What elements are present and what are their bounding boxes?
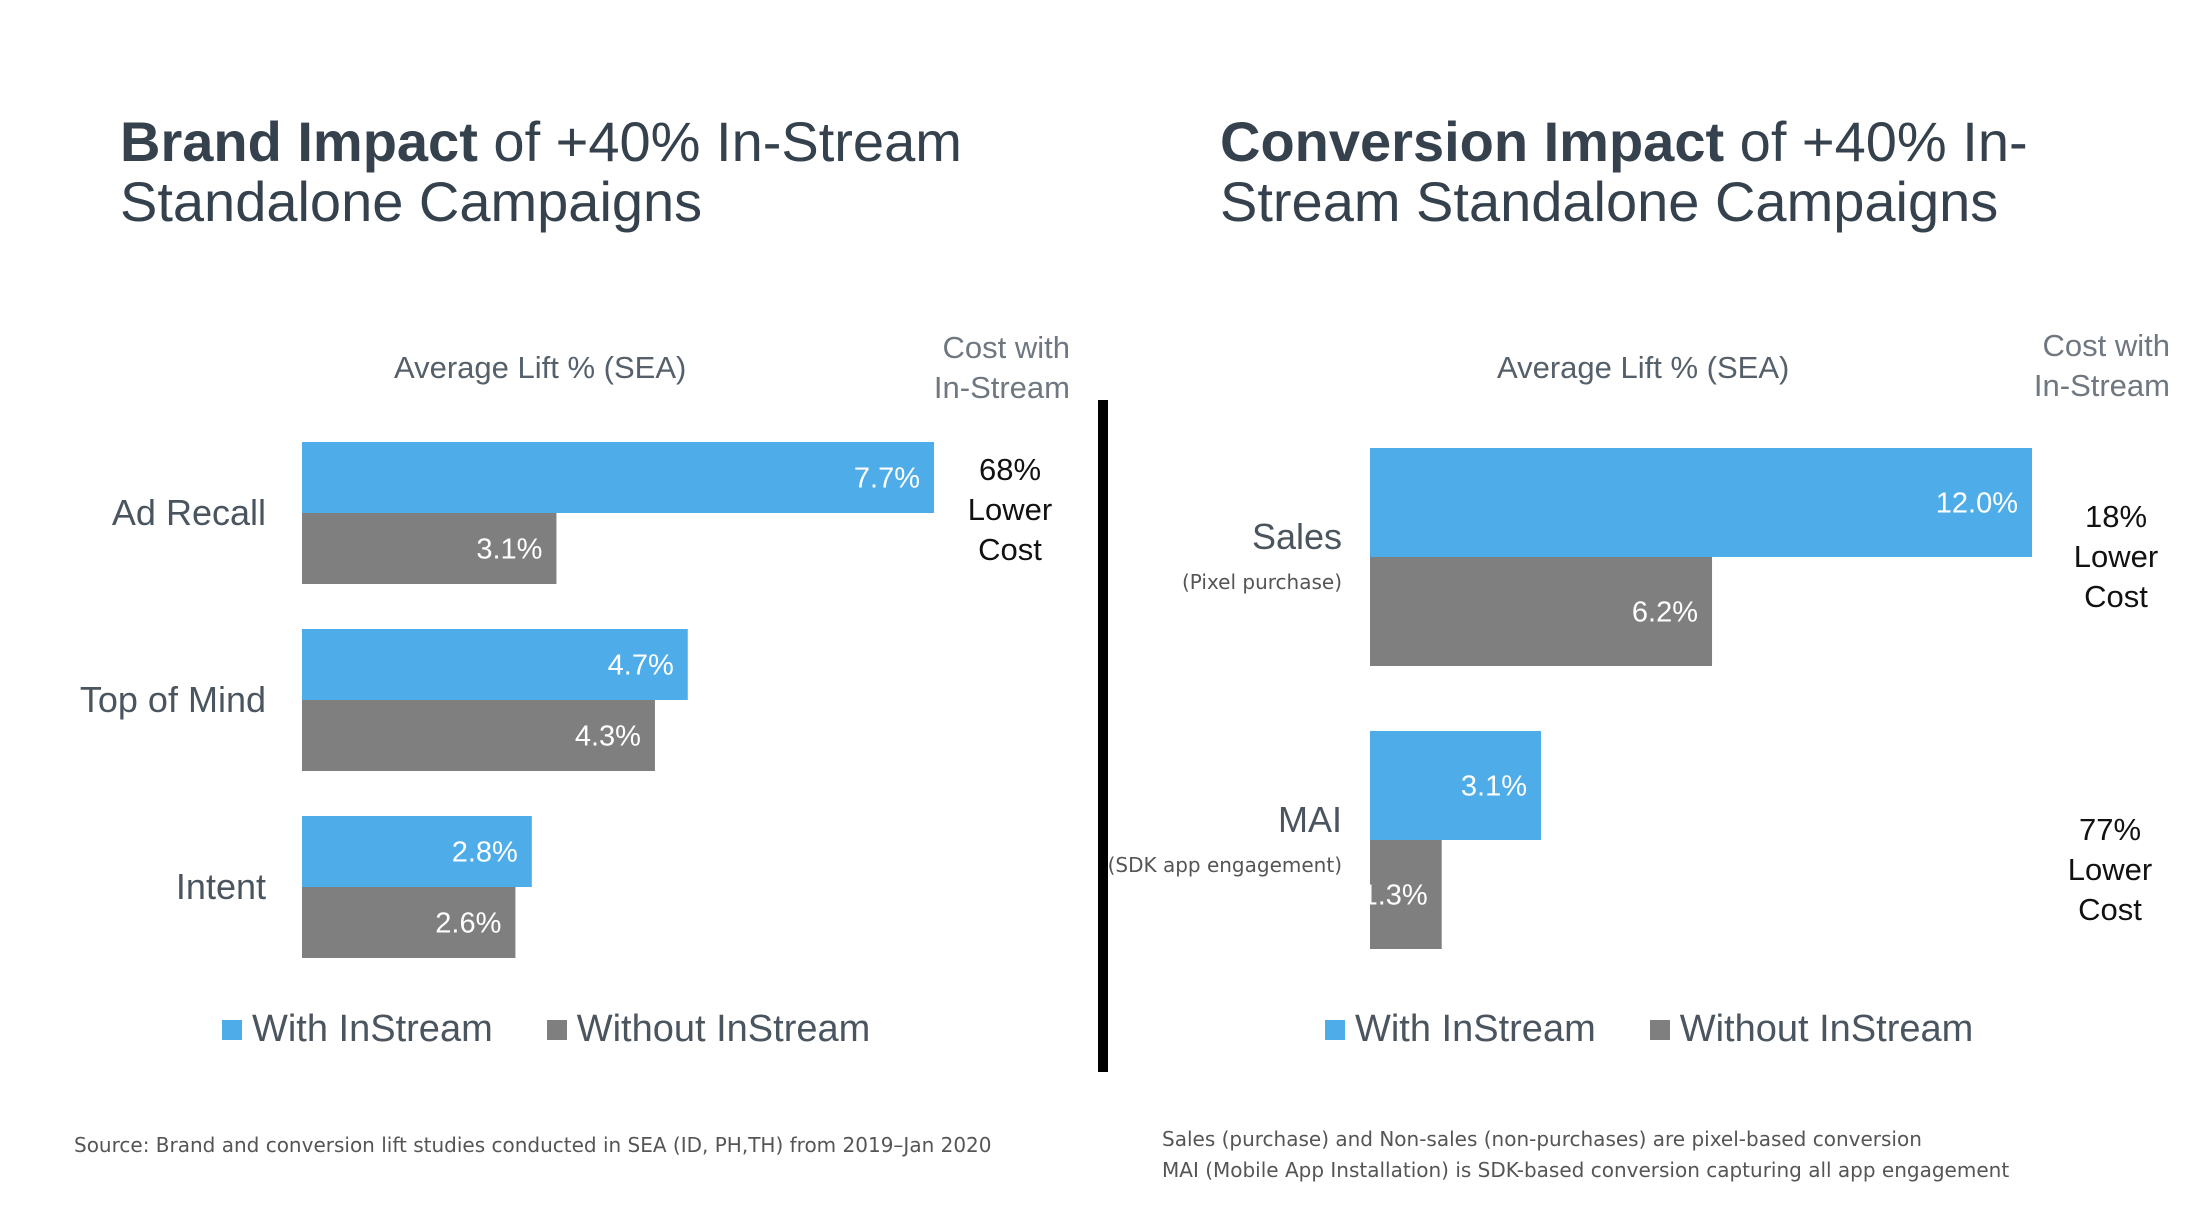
category-sublabel-sales: (Pixel purchase) [1182,570,1342,594]
data-label-with-instream-sales: 12.0% [1936,488,2018,520]
cost-value-line: 18% [2084,499,2148,534]
legend-label-with: With InStream [1355,1008,1596,1050]
bar-with-instream-sales [1370,448,2032,557]
brand-impact-title: Brand Impact of +40% In-Stream Standalon… [120,112,1020,232]
category-label-intent: Intent [176,866,266,907]
data-label-without-instream-sales: 6.2% [1632,597,1698,629]
cost-value-line: Cost [2078,892,2142,927]
conversion-cost-value-mai: 77% Lower Cost [2030,810,2190,930]
brand-title-rest: of +40% In-Stream Standalone Campaigns [120,110,962,233]
footnote-line: MAI (Mobile App Installation) is SDK-bas… [1162,1158,2010,1182]
data-label-without-instream-mai: 1.3% [1362,880,1428,912]
legend-item-with: With InStream [222,1008,493,1051]
bar-with-instream-intent [302,816,532,887]
brand-cost-value-ad-recall: 68% Lower Cost [930,450,1090,570]
legend-swatch-without [1649,1019,1670,1040]
data-label-without-instream-ad-recall: 3.1% [476,534,542,566]
conversion-footnote: Sales (purchase) and Non-sales (non-purc… [1162,1124,2009,1186]
category-label-sales: Sales [1252,516,1342,557]
category-sublabel-mai: (SDK app engagement) [1108,853,1342,877]
brand-subtitle: Average Lift % (SEA) [394,350,687,385]
category-label-ad-recall: Ad Recall [112,492,266,533]
bar-without-instream-sales [1370,557,1713,666]
category-label-mai: MAI [1278,799,1342,840]
conversion-impact-chart: 12.0% 6.2% Sales (Pixel purchase) 3.1% 1.3% MA… [1108,448,2032,949]
conversion-cost-header-line: In-Stream [2033,368,2170,403]
legend-label-without: Without InStream [1679,1008,1974,1050]
data-label-with-instream-ad-recall: 7.7% [854,463,920,495]
brand-title-bold: Brand Impact [120,110,478,173]
legend-item-without: Without InStream [546,1008,871,1051]
conversion-title-rest: of +40% In-Stream Standalone Campaigns [1220,110,2028,233]
brand-cost-header-line: In-Stream [933,370,1070,405]
brand-legend: With InStream Without InStream [222,1008,924,1051]
legend-swatch-with [222,1019,242,1040]
brand-footnote: Source: Brand and conversion lift studie… [74,1130,992,1161]
cost-value-line: Lower [967,492,1053,527]
cost-value-line: Cost [978,532,1042,567]
legend-label-without: Without InStream [576,1008,871,1050]
category-label-top-of-mind: Top of Mind [80,679,266,720]
brand-impact-chart: 7.7% 3.1% Ad Recall 4.7% 4.3% Top of Mind 2.8%… [80,442,934,958]
cost-value-line: Lower [2067,852,2153,887]
cost-value-line: 68% [978,452,1042,487]
conversion-cost-header: Cost with In-Stream [1980,326,2170,406]
legend-swatch-without [546,1019,567,1040]
bar-without-instream-ad-recall [302,513,557,584]
cost-value-line: Lower [2073,539,2159,574]
cost-value-line: Cost [2084,579,2148,614]
data-label-with-instream-intent: 2.8% [452,837,518,869]
bar-with-instream-top-of-mind [302,629,688,700]
brand-cost-header: Cost with In-Stream [880,328,1070,408]
bar-without-instream-intent [302,887,516,958]
conversion-impact-title: Conversion Impact of +40% In-Stream Stan… [1220,112,2120,232]
conversion-legend: With InStream Without InStream [1325,1008,2027,1051]
conversion-cost-value-sales: 18% Lower Cost [2036,497,2192,617]
brand-cost-header-line: Cost with [942,330,1070,365]
conversion-title-bold: Conversion Impact [1220,110,1725,173]
legend-swatch-with [1325,1019,1345,1040]
bar-without-instream-top-of-mind [302,700,655,771]
footnote-line: Sales (purchase) and Non-sales (non-purc… [1162,1127,1922,1151]
bar-with-instream-mai [1370,731,1542,840]
legend-item-without: Without InStream [1649,1008,1974,1051]
data-label-without-instream-top-of-mind: 4.3% [575,721,641,753]
data-label-with-instream-top-of-mind: 4.7% [608,650,674,682]
bar-without-instream-mai [1370,840,1442,949]
conversion-subtitle: Average Lift % (SEA) [1497,350,1790,385]
legend-item-with: With InStream [1325,1008,1596,1051]
data-label-without-instream-intent: 2.6% [435,908,501,940]
panel-divider [1098,400,1108,1072]
legend-label-with: With InStream [252,1008,493,1050]
cost-value-line: 77% [2078,812,2142,847]
footnote-line: Source: Brand and conversion lift studie… [74,1133,992,1157]
data-label-with-instream-mai: 3.1% [1461,771,1527,803]
bar-with-instream-ad-recall [302,442,934,513]
conversion-cost-header-line: Cost with [2042,328,2170,363]
